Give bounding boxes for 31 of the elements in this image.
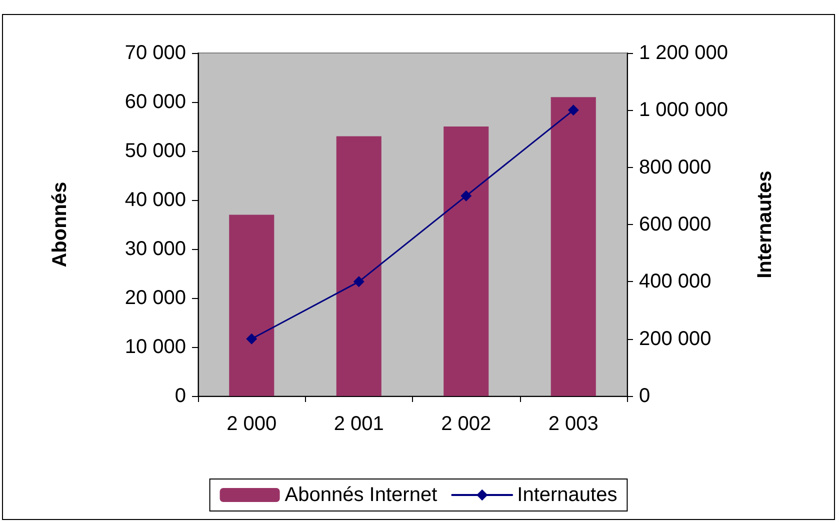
point [246, 333, 258, 344]
y-tick-label: 0 [174, 385, 186, 407]
legend-label: Abonnés Internet [284, 484, 438, 506]
bar [444, 126, 489, 396]
y-tick-label: 10 000 [124, 336, 186, 358]
point [568, 104, 579, 116]
point [353, 276, 364, 288]
x-tick-label: 2 001 [334, 413, 384, 435]
bar [336, 136, 382, 396]
x-tick-label: 2 000 [226, 413, 277, 435]
y-tick-label: 70 000 [124, 42, 186, 64]
y2-tick-label: 200 000 [639, 328, 712, 350]
y-axis-title: Abonnés [49, 182, 71, 268]
y2-tick-label: 600 000 [639, 214, 712, 236]
y2-axis-title: Internautes [754, 170, 776, 278]
legend-label: Internautes [517, 484, 618, 506]
x-tick-label: 2 003 [548, 413, 598, 435]
y-tick-label: 30 000 [124, 238, 186, 260]
y-tick-label: 50 000 [124, 140, 186, 162]
point [460, 190, 472, 202]
x-tick-label: 2 002 [441, 413, 492, 435]
y2-tick-label: 1 000 000 [639, 99, 728, 122]
y-tick-label: 40 000 [124, 189, 186, 211]
y2-tick-label: 0 [639, 385, 650, 407]
y-tick-label: 60 000 [124, 91, 186, 113]
y2-tick-label: 400 000 [639, 270, 712, 293]
bar [550, 97, 596, 396]
y-tick-label: 20 000 [124, 287, 186, 309]
bar [229, 214, 274, 396]
y2-tick-label: 1 200 000 [639, 42, 728, 64]
y2-tick-label: 800 000 [639, 156, 712, 178]
